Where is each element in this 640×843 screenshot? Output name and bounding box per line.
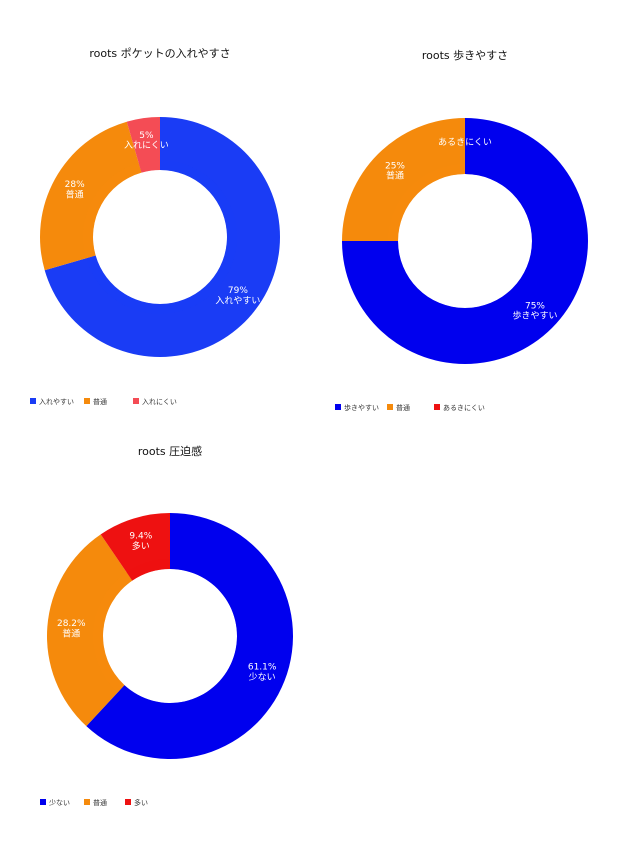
legend-label: 普通: [93, 397, 107, 406]
legend-swatch: [434, 404, 440, 410]
donut-slice-普通: [39, 121, 142, 271]
legend-label: 多い: [134, 798, 148, 807]
slice-label: 5%入れにくい: [124, 131, 169, 151]
legend-label: 普通: [93, 798, 107, 807]
slice-value-label: 75%: [525, 301, 545, 311]
slice-category-label: 普通: [62, 627, 80, 639]
slice-category-label: 普通: [66, 188, 84, 200]
slice-value-label: 9.4%: [129, 532, 152, 542]
chart-title: roots 歩きやすさ: [422, 48, 508, 62]
slice-category-label: 入れやすい: [215, 295, 260, 306]
legend-swatch: [387, 404, 393, 410]
donut-slice-歩きやすい: [342, 118, 588, 364]
legend-label: 普通: [396, 403, 410, 412]
donut-inner-band: [117, 559, 247, 713]
slice-category-label: 少ない: [249, 672, 276, 683]
legend-label: あるきにくい: [443, 404, 485, 412]
donut-slice-普通: [342, 118, 465, 241]
slice-label: 25%普通: [385, 161, 405, 181]
legend-swatch: [30, 398, 36, 404]
legend-swatch: [335, 404, 341, 410]
donut-inner-band: [388, 164, 465, 241]
legend-swatch: [125, 799, 131, 805]
slice-label: 75%歩きやすい: [512, 301, 557, 321]
slice-value-label: 5%: [139, 131, 154, 141]
legend-label: 歩きやすい: [344, 403, 379, 412]
slice-label: あるきにくい: [438, 137, 492, 148]
slice-value-label: 28%: [65, 180, 85, 190]
slice-label: 61.1%少ない: [248, 662, 277, 682]
slice-category-label: 入れにくい: [124, 140, 169, 151]
slice-category-label: 多い: [132, 540, 150, 552]
slice-value-label: 28.2%: [57, 619, 86, 629]
slice-label: 28.2%普通: [57, 619, 86, 639]
donut-inner-band: [92, 572, 133, 693]
donut-slice-入れにくい: [126, 117, 160, 173]
donut-inner-band: [82, 163, 142, 259]
donut-slice-入れやすい: [44, 117, 280, 358]
slice-value-label: 25%: [385, 161, 405, 171]
donut-inner-band: [126, 559, 170, 581]
legend-swatch: [133, 398, 139, 404]
slice-category-label: 歩きやすい: [512, 310, 557, 322]
legend-label: 入れにくい: [142, 398, 177, 406]
legend-swatch: [84, 398, 90, 404]
slice-label: 9.4%多い: [129, 532, 152, 552]
slice-value-label: 61.1%: [248, 662, 277, 672]
slice-label: 79%入れやすい: [215, 286, 260, 306]
legend-swatch: [84, 799, 90, 805]
legend-swatch: [40, 799, 46, 805]
slice-value-label: 79%: [228, 286, 248, 296]
chart-title: roots ポケットの入れやすさ: [89, 47, 230, 60]
legend-label: 少ない: [49, 799, 70, 807]
legend-label: 入れやすい: [39, 398, 74, 406]
slice-label: 28%普通: [65, 180, 85, 200]
donut-inner-band: [138, 160, 160, 173]
chart-title: roots 圧迫感: [138, 444, 202, 458]
slice-category-label: 普通: [386, 170, 404, 182]
donut-chart-pocket: roots ポケットの入れやすさ79%入れやすい28%普通5%入れにくい入れやす…: [30, 47, 280, 406]
